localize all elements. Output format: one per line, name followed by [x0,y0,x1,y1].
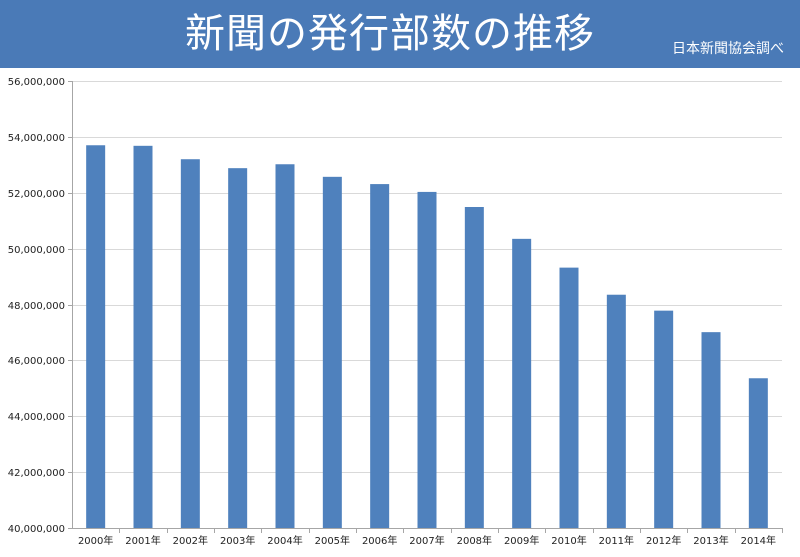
bar [748,378,768,528]
bar [464,206,484,529]
bar [180,159,200,528]
bar [701,332,721,528]
bar [86,145,106,528]
y-tick-label: 54,000,000 [8,133,65,144]
bar [512,238,532,529]
y-tick-label: 44,000,000 [8,412,65,423]
x-tick-label: 2003年 [220,534,255,547]
x-tick-label: 2012年 [646,534,681,547]
x-tick-label: 2006年 [362,534,397,547]
x-tick-label: 2010年 [551,534,586,547]
bar [606,294,626,528]
bar [417,191,437,528]
x-tick-label: 2002年 [173,534,208,547]
x-tick-label: 2013年 [693,534,728,547]
bar [654,310,674,528]
y-tick-label: 56,000,000 [8,77,65,88]
y-tick-label: 52,000,000 [8,189,65,200]
bar [559,267,579,528]
source-note: 日本新聞協会調べ [672,41,784,57]
x-tick-label: 2014年 [741,534,776,547]
x-tick-label: 2011年 [599,534,634,547]
bar [370,184,390,528]
bar [228,168,248,528]
x-tick-label: 2007年 [409,534,444,547]
y-tick-label: 40,000,000 [8,524,65,535]
header-banner: 新聞の発行部数の推移 日本新聞協会調べ [0,0,800,68]
x-tick-label: 2000年 [78,534,113,547]
chart-title: 新聞の発行部数の推移 [185,11,595,57]
y-tick-label: 42,000,000 [8,468,65,479]
x-tick-label: 2001年 [125,534,160,547]
x-tick-label: 2005年 [315,534,350,547]
y-tick-label: 46,000,000 [8,356,65,367]
x-tick-label: 2004年 [267,534,302,547]
x-tick-label: 2009年 [504,534,539,547]
y-tick-label: 48,000,000 [8,301,65,312]
bar [133,145,153,528]
y-tick-label: 50,000,000 [8,245,65,256]
bar-chart: 40,000,000 42,000,000 44,000,000 46,000,000… [0,68,800,557]
x-tick-label: 2008年 [457,534,492,547]
bar [275,164,295,528]
chart-canvas: 40,000,000 42,000,000 44,000,000 46,000,000… [8,77,783,547]
bar [322,176,342,528]
